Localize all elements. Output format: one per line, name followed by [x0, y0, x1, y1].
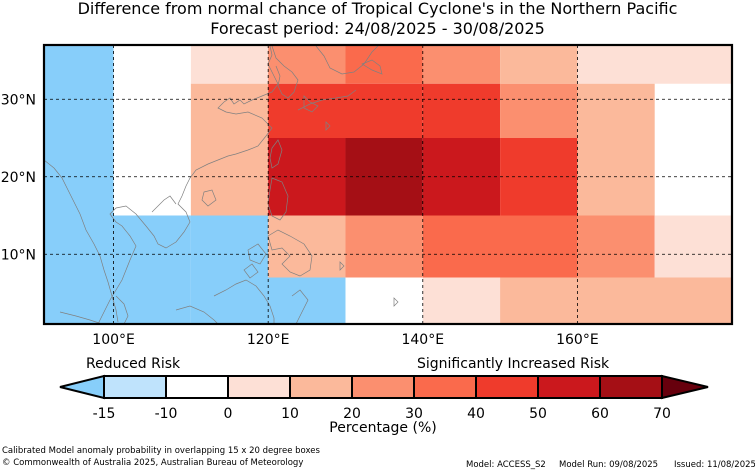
colorbar-swatch [537, 375, 601, 399]
x-tick-label: 100°E [92, 332, 135, 348]
anomaly-cell [500, 277, 732, 324]
colorbar-swatch [351, 375, 415, 399]
anomaly-cell [345, 215, 423, 278]
coastline [43, 45, 399, 325]
map-title: Difference from normal chance of Tropica… [77, 0, 678, 18]
map-frame [42, 43, 734, 326]
colorbar-swatch [227, 375, 291, 399]
colorbar-swatch [413, 375, 477, 399]
footer-description: Calibrated Model anomaly probability in … [2, 446, 320, 456]
colorbar-tick-label: 10 [281, 406, 299, 422]
colorbar-high-extension [661, 374, 709, 400]
reduced-risk-label: Reduced Risk [86, 356, 181, 372]
footer-model: Model: ACCESS_S2 [466, 460, 546, 470]
colorbar-swatch [475, 375, 539, 399]
anomaly-cell [422, 45, 501, 84]
colorbar-swatch [599, 375, 663, 399]
colorbar-swatch [103, 375, 167, 399]
anomaly-cell [345, 45, 423, 84]
colorbar [59, 374, 709, 400]
x-tick-label: 140°E [401, 332, 444, 348]
colorbar-tick-label: 30 [405, 406, 423, 422]
anomaly-cell [422, 83, 501, 138]
increased-risk-label: Significantly Increased Risk [417, 356, 610, 372]
colorbar-tick-label: 0 [223, 406, 233, 422]
map-subtitle: Forecast period: 24/08/2025 - 30/08/2025 [210, 19, 545, 38]
anomaly-cell [268, 83, 423, 138]
anomaly-cell [422, 215, 578, 278]
anomaly-cell [190, 215, 269, 278]
colorbar-tick-label: -15 [92, 406, 116, 422]
anomaly-cell [190, 83, 269, 216]
anomaly-cell [577, 45, 732, 84]
colorbar-swatch [165, 375, 229, 399]
anomaly-cell [500, 83, 578, 138]
anomaly-cell [190, 45, 269, 84]
x-tick-label: 160°E [556, 332, 599, 348]
colorbar-tick-label: 70 [653, 406, 671, 422]
footer-copyright: © Commonwealth of Australia 2025, Austra… [2, 458, 304, 468]
footer-issued: Issued: 11/08/2025 [674, 460, 755, 470]
anomaly-cell [268, 45, 346, 84]
anomaly-cell [577, 83, 655, 138]
anomaly-cell [422, 277, 501, 324]
colorbar-tick-label: 40 [467, 406, 485, 422]
anomaly-cell [44, 45, 114, 324]
anomaly-cell [654, 215, 732, 278]
colorbar-tick-label: -10 [154, 406, 178, 422]
y-tick-label: 10°N [1, 247, 36, 263]
anomaly-cell [113, 45, 191, 216]
anomaly-cell [577, 215, 655, 278]
graticule [44, 45, 732, 324]
colorbar-label: Percentage (%) [329, 420, 437, 436]
colorbar-tick-label: 50 [529, 406, 547, 422]
anomaly-cell [500, 45, 578, 84]
y-tick-label: 30°N [1, 92, 36, 108]
colorbar-tick-label: 20 [343, 406, 361, 422]
footer-model-run: Model Run: 09/08/2025 [559, 460, 659, 470]
anomaly-cell [268, 215, 346, 278]
colorbar-swatch [289, 375, 353, 399]
colorbar-tick-label: 60 [591, 406, 609, 422]
x-tick-label: 120°E [247, 332, 290, 348]
y-tick-label: 20°N [1, 170, 36, 186]
colorbar-low-extension [59, 374, 105, 400]
